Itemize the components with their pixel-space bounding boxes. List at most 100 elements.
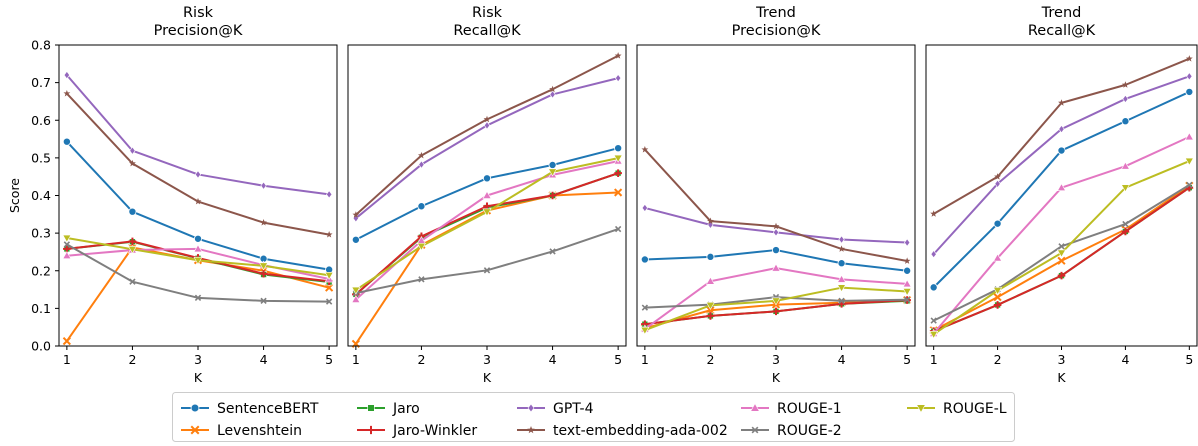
legend-item-rouge-l: ROUGE-L [907, 401, 1007, 417]
legend-marker-jaro [367, 404, 375, 412]
data-point-sentencebert-k5 [903, 266, 912, 275]
x-tick-label: 5 [325, 352, 333, 367]
data-point-rouge-2-k3 [483, 267, 491, 274]
data-point-levenshtein-k1 [62, 337, 71, 346]
legend-marker-rouge-2 [751, 426, 759, 434]
legend-marker-text-embedding-ada-002 [527, 426, 535, 434]
data-point-jaro-winkler-k4 [548, 191, 557, 200]
data-point-levenshtein-k2 [706, 306, 715, 315]
data-point-jaro-winkler-k3 [772, 307, 780, 316]
data-point-gpt-4-k3 [194, 170, 202, 179]
x-tick-label: 2 [706, 352, 714, 367]
legend-label: Levenshtein [217, 423, 302, 439]
data-point-jaro-winkler-k2 [706, 312, 715, 320]
series-sentencebert [640, 246, 912, 275]
data-point-gpt-4-k2 [994, 179, 1001, 188]
legend-label: text-embedding-ada-002 [553, 423, 728, 439]
series-rouge-l [351, 154, 623, 295]
data-point-rouge-2-k1 [641, 304, 649, 311]
x-tick-label: 4 [260, 352, 268, 367]
legend: SentenceBERT Levenshtein Jaro Jaro-Winkler G… [172, 392, 1015, 442]
series-gpt-4 [352, 74, 622, 223]
y-tick-label: 0.3 [31, 226, 51, 241]
y-tick-label: 0.4 [31, 188, 51, 203]
data-point-rouge-1-k3 [482, 190, 492, 199]
panel-title-line2: Precision@K [732, 23, 821, 39]
x-axis-label: K [1057, 370, 1066, 385]
series-line-text-embedding-ada-002 [644, 148, 908, 262]
data-point-text-embedding-ada-002-k4 [1121, 81, 1129, 88]
data-point-sentencebert-k5 [614, 144, 623, 153]
data-point-rouge-2-k2 [129, 278, 136, 285]
data-point-rouge-2-k5 [325, 298, 333, 305]
data-point-gpt-4-k5 [1186, 72, 1193, 81]
data-point-text-embedding-ada-002-k2 [129, 159, 136, 167]
data-point-rouge-2-k5 [1186, 181, 1193, 189]
x-tick-label: 1 [63, 352, 71, 367]
y-tick-label: 0.0 [31, 339, 51, 354]
data-point-rouge-2-k4 [260, 297, 267, 305]
panels: Risk Precision@K 1 2 3 4 5 K 0.0 0.1 0.2 0.3 0.4 0.5 0… [7, 5, 1198, 385]
data-point-jaro-winkler-k3 [1057, 271, 1066, 280]
data-point-rouge-2-k3 [1058, 243, 1065, 250]
data-point-rouge-l-k2 [416, 242, 426, 251]
data-point-text-embedding-ada-002-k5 [1185, 55, 1193, 62]
series-rouge-1 [929, 132, 1194, 337]
data-point-sentencebert-k2 [993, 219, 1002, 228]
legend-marker-rouge-l [916, 404, 926, 414]
x-tick-label: 4 [838, 352, 846, 367]
x-tick-label: 1 [641, 352, 649, 367]
data-point-rouge-l-k5 [613, 154, 623, 163]
data-point-rouge-1-k2 [705, 276, 715, 285]
x-axis-label: K [772, 370, 781, 385]
legend-marker-gpt-4 [527, 403, 535, 413]
data-point-text-embedding-ada-002-k3 [772, 222, 780, 230]
data-point-text-embedding-ada-002-k5 [614, 52, 622, 59]
panel-4: Trend Recall@K 1 2 3 4 5 K [925, 5, 1198, 385]
data-point-rouge-2-k1 [63, 241, 71, 248]
data-point-rouge-1-k1 [351, 294, 361, 303]
legend-label: Jaro-Winkler [392, 423, 477, 439]
x-tick-label: 3 [194, 352, 202, 367]
data-point-rouge-2-k5 [614, 225, 622, 233]
data-point-text-embedding-ada-002-k4 [260, 218, 267, 226]
series-rouge-l [62, 234, 334, 280]
data-point-jaro-winkler-k4 [259, 269, 268, 278]
data-point-sentencebert-k4 [1121, 117, 1130, 126]
data-point-text-embedding-ada-002-k1 [641, 146, 649, 153]
panel-title-line2: Recall@K [1028, 23, 1096, 39]
y-tick-label: 0.5 [31, 150, 51, 165]
data-point-levenshtein-k5 [325, 283, 334, 292]
data-point-gpt-4-k3 [1058, 124, 1065, 134]
data-point-gpt-4-k3 [483, 121, 491, 130]
data-point-levenshtein-k5 [614, 188, 623, 197]
data-point-rouge-1-k3 [771, 263, 781, 272]
series-line-rouge-1 [932, 135, 1190, 335]
data-point-rouge-2-k5 [903, 296, 911, 303]
x-tick-label: 2 [994, 352, 1002, 367]
data-point-sentencebert-k4 [837, 259, 846, 268]
data-point-sentencebert-k3 [772, 246, 781, 255]
y-tick-label: 0.7 [31, 75, 51, 90]
data-point-rouge-l-k1 [62, 234, 72, 243]
series-sentencebert [929, 87, 1194, 292]
x-tick-label: 3 [1058, 352, 1066, 367]
panel-3: Trend Precision@K 1 2 3 4 5 K [636, 5, 916, 385]
x-tick-label: 1 [352, 352, 360, 367]
legend-label: ROUGE-1 [777, 401, 842, 417]
data-point-text-embedding-ada-002-k4 [549, 85, 556, 93]
y-tick-label: 0.2 [31, 263, 51, 278]
x-tick-label: 4 [549, 352, 557, 367]
y-tick-label: 0.6 [31, 113, 51, 128]
data-point-gpt-4-k1 [641, 203, 648, 213]
panel-1: Risk Precision@K 1 2 3 4 5 K 0.0 0.1 0.2 0.3 0.4 0.5 0… [7, 5, 338, 385]
panel-title-line1: Trend [755, 5, 796, 21]
data-point-jaro-winkler-k2 [128, 237, 137, 246]
data-point-gpt-4-k4 [260, 181, 267, 190]
data-point-text-embedding-ada-002-k1 [352, 211, 360, 218]
y-tick-label: 0.8 [31, 38, 51, 53]
data-point-rouge-1-k1 [62, 251, 72, 259]
data-point-gpt-4-k2 [418, 160, 425, 169]
data-point-rouge-l-k3 [482, 208, 492, 217]
legend-item-text-embedding-ada-002: text-embedding-ada-002 [517, 423, 728, 439]
